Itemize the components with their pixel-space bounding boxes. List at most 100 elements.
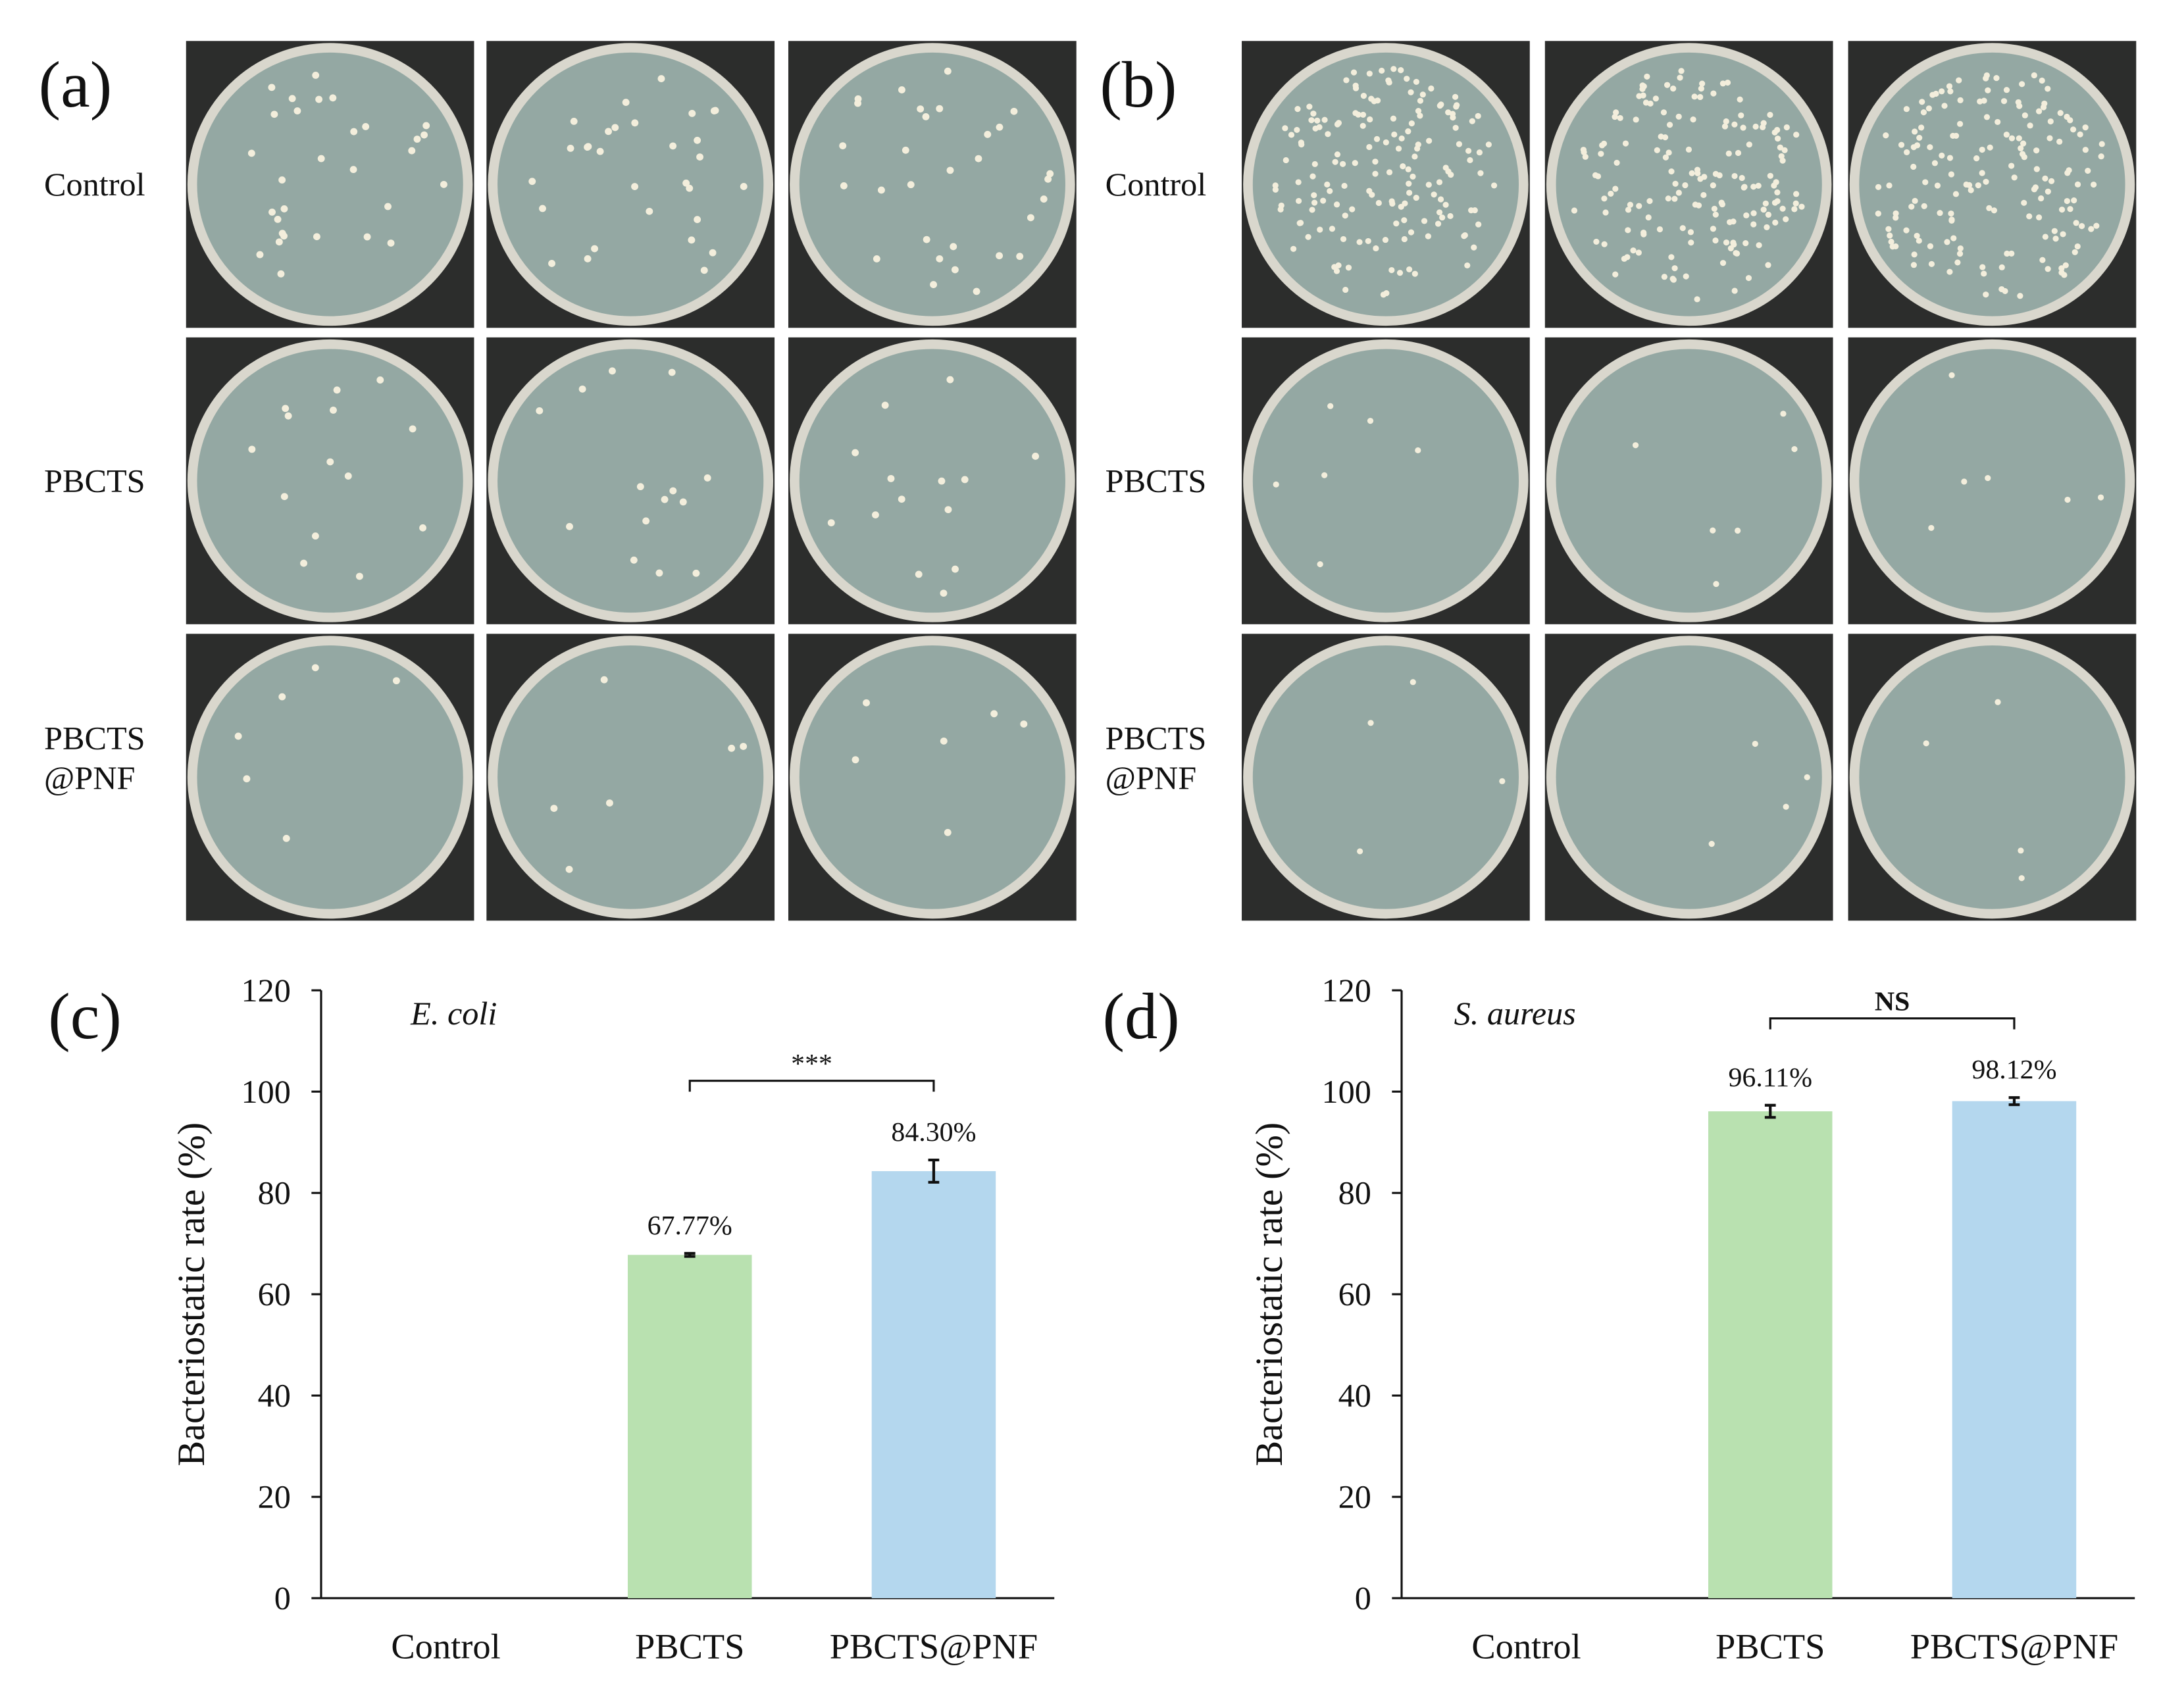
colony — [2027, 122, 2033, 129]
colony — [944, 506, 952, 513]
colony — [709, 249, 717, 257]
colony — [1746, 141, 1752, 148]
colony — [2070, 126, 2077, 133]
colony — [277, 270, 285, 278]
colony — [655, 569, 663, 577]
colony — [1908, 203, 1915, 210]
colony — [409, 425, 417, 433]
colony — [940, 737, 948, 745]
colony — [1979, 146, 1985, 153]
colony — [2057, 110, 2064, 116]
colony — [1712, 211, 1719, 218]
colony — [1991, 207, 1998, 214]
plate — [1849, 43, 2135, 326]
panel-label: (b) — [1100, 48, 1177, 121]
colony — [1306, 103, 1313, 110]
plate — [488, 339, 773, 622]
colony — [1665, 195, 1671, 202]
colony — [1742, 240, 1749, 247]
colony — [1635, 249, 1642, 256]
colony — [1968, 187, 1974, 193]
colony — [1608, 190, 1614, 197]
colony — [1340, 236, 1347, 242]
colony — [1745, 274, 1752, 282]
colony — [679, 498, 687, 506]
colony — [2082, 124, 2089, 131]
colony — [1683, 273, 1689, 280]
colony — [1756, 242, 1762, 249]
colony — [1360, 122, 1366, 129]
colony — [1272, 182, 1279, 189]
colony — [2004, 250, 2010, 257]
colony — [1406, 266, 1413, 272]
colony — [1963, 181, 1970, 188]
colony — [688, 236, 696, 244]
colony — [1324, 181, 1331, 188]
colony — [1701, 174, 1708, 180]
colony — [1355, 111, 1361, 118]
colony — [584, 255, 592, 263]
colony — [1887, 232, 1893, 239]
plate — [790, 339, 1075, 622]
colony — [1372, 170, 1379, 177]
value-label: 98.12% — [1971, 1055, 2056, 1085]
colony — [1646, 198, 1653, 205]
colony — [1464, 262, 1471, 268]
colony — [1712, 237, 1719, 244]
colony — [288, 95, 296, 103]
colony — [1314, 117, 1321, 124]
colony — [1367, 116, 1373, 123]
colony — [1305, 234, 1311, 240]
colony — [915, 570, 923, 578]
colony — [539, 205, 546, 213]
colony — [1764, 224, 1770, 230]
row-label: Control — [44, 166, 145, 203]
colony — [1710, 90, 1717, 97]
colony — [1456, 141, 1463, 147]
colony — [1661, 274, 1667, 280]
colony — [1700, 191, 1707, 199]
y-axis-label: Bacteriostatic rate (%) — [1248, 1122, 1290, 1467]
colony — [1760, 124, 1766, 130]
significance-bracket — [1769, 1017, 2016, 1030]
colony — [1332, 159, 1338, 165]
colony — [1295, 197, 1302, 205]
colony — [686, 184, 694, 192]
y-axis-label: Bacteriostatic rate (%) — [170, 1122, 213, 1467]
colony — [1452, 93, 1459, 100]
colony — [1875, 211, 1881, 217]
colony — [300, 559, 308, 567]
row-label: PBCTS — [1106, 463, 1207, 499]
colony — [317, 155, 325, 163]
colony — [350, 128, 358, 136]
colony — [940, 590, 948, 597]
colony — [1911, 251, 1918, 258]
colony — [2041, 100, 2048, 107]
plate — [1849, 339, 2135, 622]
colony — [1783, 803, 1789, 810]
colony — [2038, 195, 2045, 202]
colony — [2033, 166, 2040, 172]
colony — [1694, 296, 1700, 303]
colony — [1345, 264, 1352, 271]
colony — [1410, 173, 1416, 180]
colony — [1950, 132, 1956, 139]
colony — [1411, 153, 1418, 160]
colony — [2082, 147, 2089, 153]
colony — [646, 207, 653, 215]
colony — [1636, 93, 1642, 99]
colony — [984, 130, 992, 138]
colony — [1309, 207, 1315, 213]
colony — [1334, 121, 1341, 128]
colony — [990, 710, 998, 718]
colony — [1677, 74, 1683, 81]
colony — [692, 569, 700, 577]
annotation: S. aureus — [1454, 995, 1576, 1032]
colony — [1985, 475, 1991, 482]
colony — [611, 124, 619, 132]
colony — [1406, 189, 1413, 196]
colony — [2074, 243, 2081, 250]
colony — [944, 67, 952, 75]
colony — [1718, 199, 1725, 206]
value-label: 84.30% — [891, 1117, 976, 1147]
